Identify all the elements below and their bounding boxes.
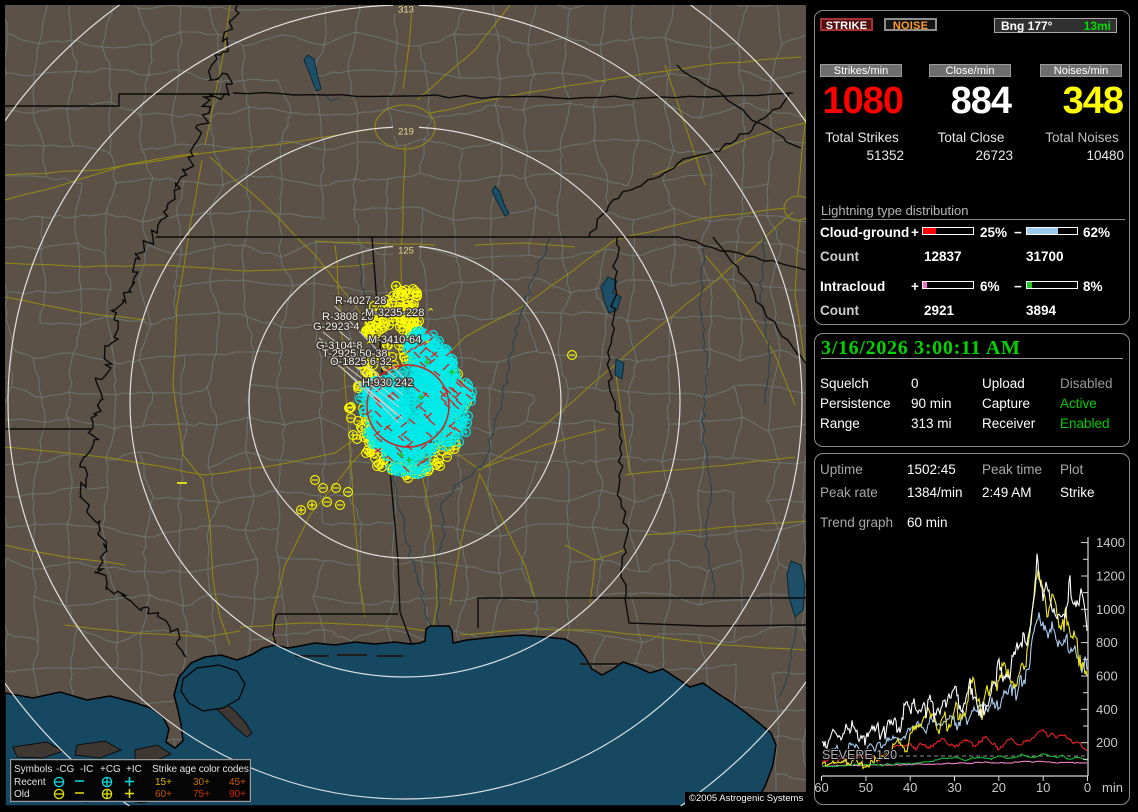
svg-text:–: –: [395, 348, 402, 360]
svg-text:⌃: ⌃: [362, 321, 371, 333]
svg-text:G-3104-8: G-3104-8: [316, 340, 362, 352]
svg-text:min: min: [1102, 780, 1123, 795]
svg-text:1200: 1200: [1096, 569, 1125, 584]
svg-text:20: 20: [992, 780, 1006, 795]
svg-text:R-3808 26: R-3808 26: [322, 311, 373, 323]
svg-text:40: 40: [903, 780, 917, 795]
svg-text:M-3410-64: M-3410-64: [368, 334, 421, 346]
svg-text:1400: 1400: [1096, 535, 1125, 550]
svg-text:⌃: ⌃: [365, 340, 374, 352]
svg-text:SEVERE 120: SEVERE 120: [822, 748, 897, 762]
svg-text:⌄: ⌄: [423, 334, 432, 346]
svg-text:219: 219: [398, 127, 414, 138]
svg-text:T-2925 50-38: T-2925 50-38: [322, 348, 387, 360]
svg-text:O-1825 6-32: O-1825 6-32: [330, 356, 392, 368]
svg-text:125: 125: [398, 246, 414, 257]
svg-text:1000: 1000: [1096, 602, 1125, 617]
svg-text:0: 0: [1084, 780, 1091, 795]
svg-text:600: 600: [1096, 669, 1118, 684]
svg-text:200: 200: [1096, 735, 1118, 750]
svg-text:M-3235-228: M-3235-228: [365, 307, 424, 319]
svg-text:R-4027 28: R-4027 28: [335, 295, 386, 307]
svg-text:400: 400: [1096, 702, 1118, 717]
svg-text:10: 10: [1036, 780, 1050, 795]
svg-text:313: 313: [398, 5, 414, 16]
svg-text:50: 50: [859, 780, 873, 795]
svg-text:30: 30: [947, 780, 961, 795]
svg-text:60: 60: [814, 780, 828, 795]
svg-text:⌃: ⌃: [426, 307, 435, 319]
svg-text:G-2923-4: G-2923-4: [313, 321, 359, 333]
svg-text:800: 800: [1096, 635, 1118, 650]
svg-text:H-930 242: H-930 242: [362, 377, 413, 389]
